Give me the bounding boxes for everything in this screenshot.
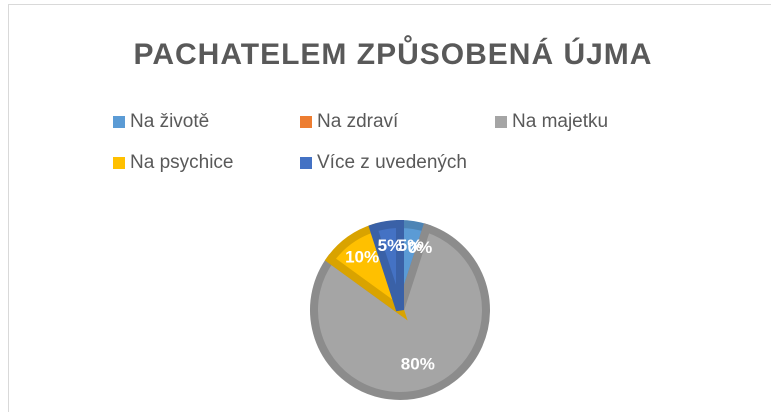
data-label: 10% (345, 247, 379, 266)
legend-label: Více z uvedených (317, 152, 467, 173)
legend-label: Na zdraví (317, 111, 399, 132)
legend-swatch (495, 116, 507, 128)
legend-swatch (300, 116, 312, 128)
data-label: 80% (401, 354, 435, 373)
data-label: 5% (378, 236, 403, 255)
legend-label: Na psychice (130, 152, 234, 173)
legend-swatch (113, 116, 125, 128)
legend-swatch (300, 157, 312, 169)
legend-label: Na majetku (512, 111, 608, 132)
data-label: 0% (408, 238, 433, 257)
legend-swatch (113, 157, 125, 169)
legend-label: Na životě (130, 111, 209, 132)
chart-title: PACHATELEM ZPŮSOBENÁ ÚJMA (134, 35, 653, 71)
